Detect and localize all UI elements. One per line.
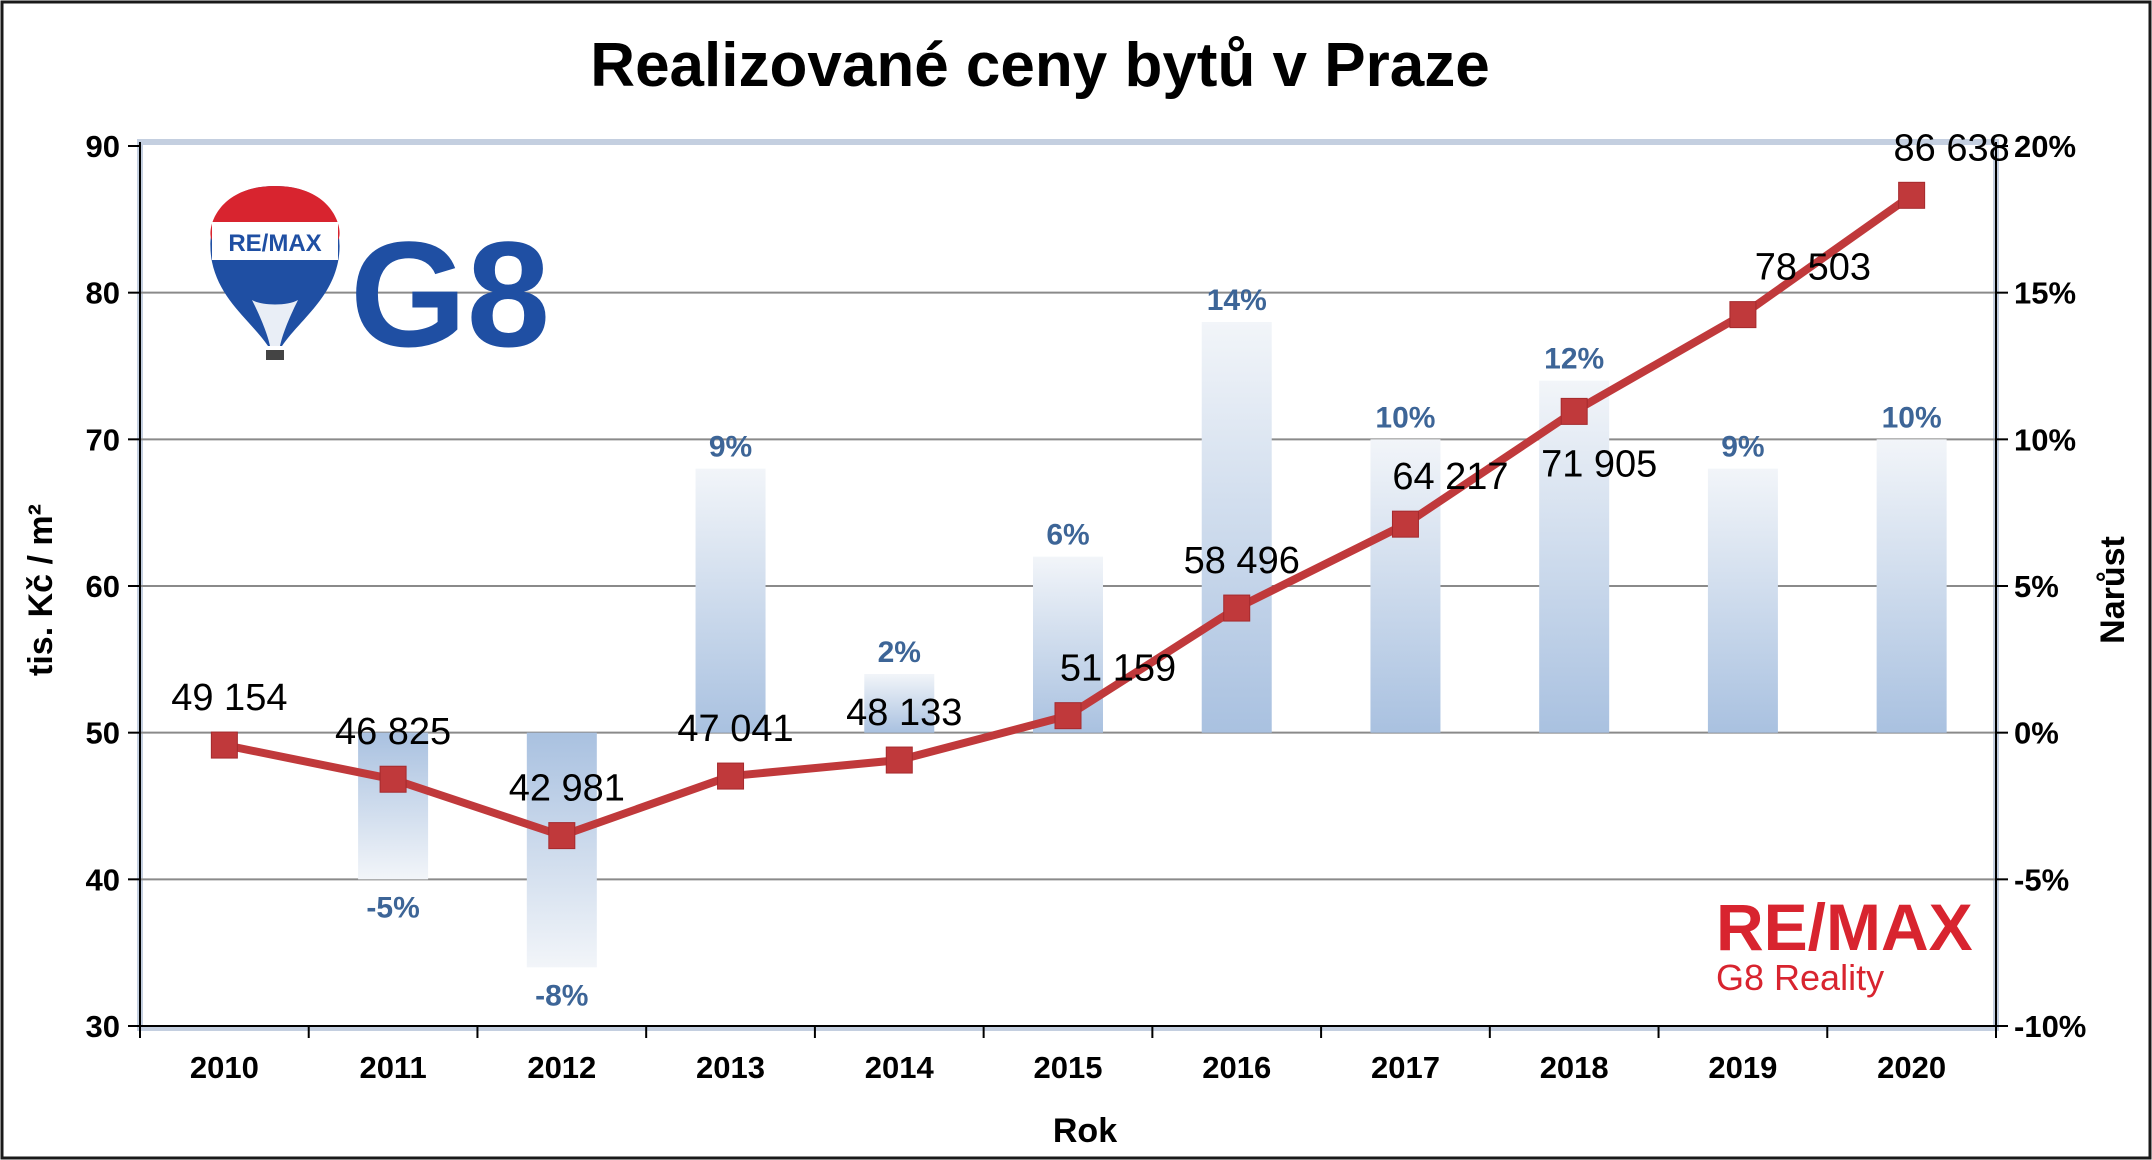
growth-label: 9% — [709, 431, 752, 464]
y-tick-label: 60 — [86, 569, 120, 604]
growth-label: 6% — [1046, 519, 1089, 552]
price-label: 58 496 — [1184, 540, 1300, 582]
price-point — [1391, 510, 1419, 538]
price-point — [1898, 181, 1926, 209]
y2-tick-label: 5% — [2014, 569, 2059, 604]
price-point — [1223, 594, 1251, 622]
price-label: 78 503 — [1755, 247, 1871, 289]
price-point — [1054, 702, 1082, 730]
growth-label: 10% — [1375, 401, 1435, 434]
growth-label: 12% — [1544, 343, 1604, 376]
price-label: 64 217 — [1392, 456, 1508, 498]
price-point — [717, 762, 745, 790]
price-label: 51 159 — [1060, 648, 1176, 690]
price-label: 47 041 — [677, 708, 793, 750]
x-tick-label: 2019 — [1708, 1050, 1777, 1085]
g8-reality-logo: G8 Reality — [1716, 957, 1884, 998]
data-labels: -5% -8% 9% 2% 6% 14% 10% 12% 9% 10% 49 154 46 825 42… — [171, 127, 2010, 1012]
x-tick-label: 2015 — [1034, 1050, 1103, 1085]
x-axis-title: Rok — [1053, 1112, 1117, 1150]
x-tick-label: 2012 — [527, 1050, 596, 1085]
growth-bar — [1876, 439, 1947, 733]
x-tick-label: 2013 — [696, 1050, 765, 1085]
y2-tick-label: 0% — [2014, 716, 2059, 751]
line-series — [210, 181, 1926, 850]
growth-label: -5% — [366, 891, 419, 924]
x-tick-label: 2017 — [1371, 1050, 1440, 1085]
growth-bar — [526, 732, 597, 968]
y2-tick-label: -5% — [2014, 862, 2069, 897]
price-point — [210, 731, 238, 759]
growth-label: 9% — [1721, 431, 1764, 464]
x-tick-label: 2011 — [359, 1050, 426, 1085]
y2-tick-label: 20% — [2014, 129, 2076, 164]
price-point — [379, 765, 407, 793]
chart-title: Realizované ceny bytů v Praze — [590, 31, 1489, 100]
growth-bar — [1370, 439, 1441, 733]
y2-tick-label: -10% — [2014, 1009, 2086, 1044]
x-tick-label: 2020 — [1877, 1050, 1946, 1085]
y-tick-label: 50 — [86, 716, 120, 751]
x-tick-label: 2016 — [1202, 1050, 1271, 1085]
g8-logo: G8 — [350, 210, 550, 378]
y-tick-label: 30 — [86, 1009, 120, 1044]
price-label: 42 981 — [509, 768, 625, 810]
remax-balloon-logo: RE/MAX — [210, 186, 340, 360]
axes: 30 40 50 60 70 80 90 -10% -5% 0% 5% 10% 15% 20% 2010 20… — [86, 129, 2087, 1085]
growth-bar — [1539, 380, 1610, 733]
price-point — [885, 746, 913, 774]
bar-series — [358, 322, 1947, 968]
x-tick-label: 2018 — [1540, 1050, 1609, 1085]
y-tick-label: 40 — [86, 862, 120, 897]
growth-bar — [1707, 468, 1778, 733]
y-axis-title: tis. Kč / m² — [22, 504, 60, 676]
price-point — [548, 822, 576, 850]
growth-bar — [358, 732, 429, 880]
svg-text:RE/MAX: RE/MAX — [228, 230, 321, 257]
price-label: 46 825 — [335, 711, 451, 753]
price-label: 71 905 — [1541, 443, 1657, 485]
y2-tick-label: 15% — [2014, 276, 2076, 311]
price-point — [1729, 301, 1757, 329]
y-tick-label: 70 — [86, 422, 120, 457]
y-tick-label: 80 — [86, 276, 120, 311]
x-tick-label: 2010 — [190, 1050, 259, 1085]
growth-label: 14% — [1207, 284, 1267, 317]
remax-logo: RE/MAX — [1716, 890, 1973, 964]
growth-bar — [1201, 322, 1272, 733]
y2-tick-label: 10% — [2014, 422, 2076, 457]
x-tick-label: 2014 — [865, 1050, 935, 1085]
price-label: 49 154 — [171, 677, 287, 719]
growth-label: 10% — [1882, 401, 1942, 434]
price-label: 48 133 — [846, 692, 962, 734]
price-point — [1560, 397, 1588, 425]
growth-label: 2% — [878, 636, 921, 669]
growth-bar — [864, 674, 935, 733]
growth-bar — [695, 468, 766, 733]
price-label: 86 638 — [1894, 127, 2010, 169]
y-tick-label: 90 — [86, 129, 120, 164]
growth-label: -8% — [535, 979, 588, 1012]
y2-axis-title: Narůst — [2094, 536, 2132, 644]
